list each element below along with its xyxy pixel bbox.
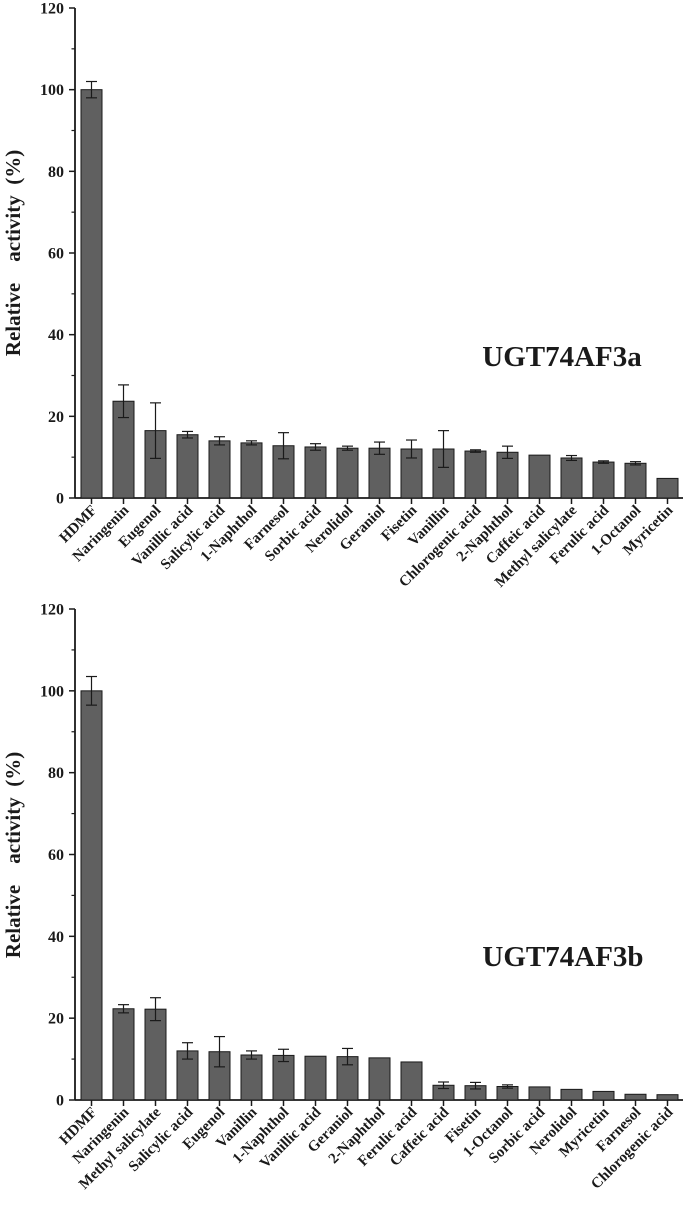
y-tick-label: 100	[40, 82, 64, 99]
y-tick-label: 60	[48, 847, 64, 864]
bar-ferulic-acid	[400, 1061, 423, 1101]
bar-hdmf	[80, 89, 103, 499]
bar-2-naphthol	[496, 451, 519, 499]
y-tick-label: 20	[48, 409, 64, 426]
y-tick-label: 100	[40, 683, 64, 700]
panel-label: UGT74AF3b	[482, 941, 643, 973]
chart-panel-1: 020406080100120HDMFNaringeninEugenolVani…	[1, 1, 683, 591]
bar-ferulic-acid	[592, 461, 615, 499]
y-tick-label: 80	[48, 765, 64, 782]
bar-caffeic-acid	[528, 454, 551, 499]
y-axis-title: Relative activity (%)	[1, 752, 25, 958]
panel-label: UGT74AF3a	[482, 341, 642, 373]
bar-nerolidol	[336, 447, 359, 499]
bar-geraniol	[368, 447, 391, 499]
bar-hdmf	[80, 690, 103, 1101]
bar-1-naphthol	[240, 442, 263, 499]
y-tick-label: 40	[48, 929, 64, 946]
y-tick-label: 120	[40, 1, 64, 18]
y-tick-label: 0	[56, 491, 64, 508]
bar-methyl-salicylate	[144, 1008, 167, 1101]
bar-2-naphthol	[368, 1057, 391, 1101]
bar-vanillic-acid	[304, 1055, 327, 1101]
bar-myricetin	[592, 1090, 615, 1101]
y-tick-label: 20	[48, 1011, 64, 1028]
bar-sorbic-acid	[528, 1086, 551, 1101]
y-tick-label: 60	[48, 246, 64, 263]
y-tick-label: 40	[48, 327, 64, 344]
y-axis-title: Relative activity (%)	[1, 150, 25, 356]
y-tick-label: 0	[56, 1093, 64, 1110]
bar-naringenin	[112, 1008, 135, 1101]
y-tick-label: 120	[40, 602, 64, 619]
bar-farnesol	[624, 1093, 647, 1101]
bar-1-octanol	[624, 462, 647, 499]
bar-vanillic-acid	[176, 434, 199, 499]
bar-myricetin	[656, 477, 679, 499]
bar-sorbic-acid	[304, 446, 327, 499]
bar-methyl-salicylate	[560, 457, 583, 499]
bar-vanillin	[240, 1054, 263, 1101]
bar-chlorogenic-acid	[464, 450, 487, 499]
bar-nerolidol	[560, 1088, 583, 1101]
bar-salicylic-acid	[208, 440, 231, 499]
y-tick-label: 80	[48, 164, 64, 181]
bar-chlorogenic-acid	[656, 1094, 679, 1101]
